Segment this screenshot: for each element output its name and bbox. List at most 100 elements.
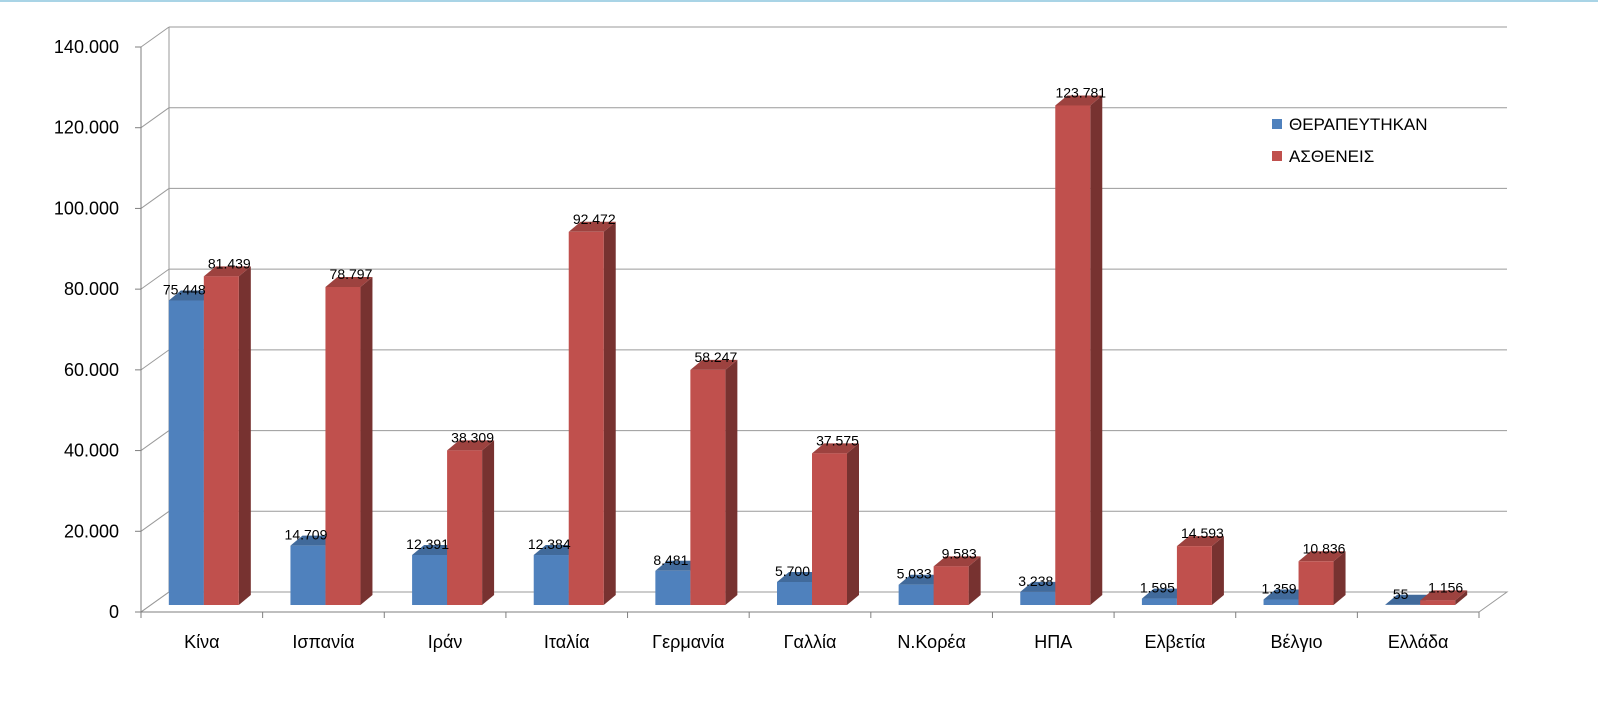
bar-side [725, 359, 738, 605]
bar-cases [203, 266, 251, 605]
gridline-side [140, 268, 170, 290]
bar-front [1020, 591, 1056, 605]
data-label: 10.836 [1303, 540, 1346, 556]
bar-top [690, 359, 738, 370]
bar-cases [690, 359, 738, 605]
y-tick-label: 140.000 [54, 37, 119, 57]
bar-side [603, 221, 616, 605]
bar-top [933, 556, 981, 567]
data-label: 9.583 [942, 545, 977, 561]
x-tick-label: ΗΠΑ [1034, 632, 1072, 652]
x-tick-label: Ιράν [428, 632, 463, 652]
bar-front [1298, 561, 1334, 605]
bar-front [447, 450, 483, 605]
data-label: 5.033 [897, 566, 932, 582]
bar-front [1055, 105, 1091, 605]
bar-top [1298, 551, 1346, 562]
bar-top [1055, 95, 1103, 106]
gridlines [140, 26, 1507, 613]
bar-top [203, 266, 251, 277]
bar-front [690, 369, 726, 605]
bar-front [325, 286, 361, 605]
data-label: 3.238 [1018, 573, 1053, 589]
gridline-side [140, 510, 170, 532]
bar-front [1141, 598, 1177, 605]
bar-top [1420, 590, 1468, 601]
bar-front [1176, 546, 1212, 605]
legend: ΘΕΡΑΠΕΥΤΗΚΑΝ ΑΣΘΕΝΕΙΣ [1272, 115, 1428, 166]
data-label: 14.709 [285, 527, 328, 543]
bar-front [168, 300, 204, 605]
bar-front [533, 555, 569, 605]
data-label: 123.781 [1055, 84, 1106, 100]
bar-cases [812, 443, 859, 605]
window-top-border [0, 0, 1598, 2]
data-label: 1.359 [1262, 581, 1297, 597]
bar-cases [933, 556, 981, 605]
bar-front [812, 453, 847, 605]
bar-side [847, 443, 859, 605]
bar-front [933, 566, 969, 605]
data-label: 58.247 [694, 349, 737, 365]
y-tick-label: 20.000 [64, 521, 119, 541]
data-label: 78.797 [330, 266, 373, 282]
bar-front [412, 554, 448, 605]
bar-top [447, 440, 495, 451]
y-tick-label: 0 [109, 602, 119, 622]
gridline-side [140, 107, 170, 129]
bar-side [482, 440, 495, 605]
data-label: 37.575 [816, 432, 859, 448]
bar-cases [447, 440, 495, 605]
x-axis: Κίνα Ισπανία Ιράν Ιταλία Γερμανία Γαλλία Ν.Κορ… [140, 611, 1480, 652]
x-tick-label: Ελβετία [1144, 632, 1205, 652]
data-label: 55 [1393, 586, 1409, 602]
x-tick-label: Γαλλία [784, 632, 837, 652]
y-tick-label: 60.000 [64, 360, 119, 380]
bar-side [1333, 551, 1346, 605]
data-label: 92.472 [573, 211, 616, 227]
bar-front [1420, 600, 1456, 605]
bar-cases [1176, 536, 1224, 605]
bar-top [1176, 536, 1224, 547]
data-label: 8.481 [653, 552, 688, 568]
bar-cases [1420, 590, 1468, 605]
bar-side [360, 276, 373, 605]
x-tick-label: Γερμανία [652, 632, 724, 652]
data-label: 12.384 [528, 536, 571, 552]
data-label: 1.156 [1428, 579, 1463, 595]
bar-front [203, 276, 239, 605]
x-tick-label: Ν.Κορέα [897, 632, 965, 652]
x-tick-label: Βέλγιο [1271, 632, 1323, 652]
gridline-side [140, 188, 170, 209]
legend-swatch-recovered [1272, 119, 1282, 129]
x-tick-label: Ισπανία [292, 632, 354, 652]
legend-label-cases: ΑΣΘΕΝΕΙΣ [1289, 147, 1374, 166]
x-tick-label: Ελλάδα [1388, 632, 1449, 652]
y-tick-label: 40.000 [64, 441, 119, 461]
data-label: 1.595 [1140, 580, 1175, 596]
bar-front [898, 584, 934, 605]
y-tick-label: 80.000 [64, 279, 119, 299]
x-tick-label: Ιταλία [544, 632, 590, 652]
gridline-side [140, 430, 170, 451]
data-label: 14.593 [1181, 525, 1224, 541]
data-label: 12.391 [406, 536, 449, 552]
bar-side [1090, 95, 1103, 605]
bar-cases [1055, 95, 1103, 605]
bar-front [290, 545, 326, 605]
y-axis: 0 20.000 40.000 60.000 80.000 100.000 120.000 1… [54, 37, 142, 622]
bar-front [1263, 599, 1299, 605]
legend-label-recovered: ΘΕΡΑΠΕΥΤΗΚΑΝ [1289, 115, 1428, 134]
bar-side [1211, 536, 1224, 605]
gridline-side [140, 26, 170, 48]
gridline-side [140, 591, 170, 613]
gridline-side [140, 349, 170, 371]
bar-top [568, 221, 616, 232]
bar-top [325, 276, 373, 287]
bar-cases [568, 221, 616, 605]
bar-front [568, 231, 604, 605]
legend-swatch-cases [1272, 151, 1282, 161]
bar-side [968, 556, 981, 605]
